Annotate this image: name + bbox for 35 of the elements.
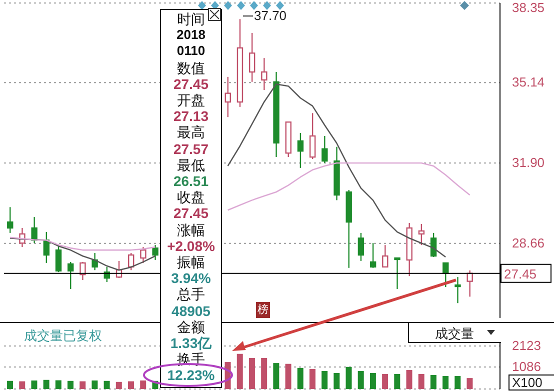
annotation: 涨幅	[176, 222, 206, 238]
annotation: 1.33亿	[169, 335, 213, 351]
y-tick-label: X100	[512, 375, 542, 390]
annotation: 0110	[176, 43, 206, 60]
annotation: 最高	[176, 124, 206, 140]
annotation: 振幅	[176, 254, 206, 270]
y-tick-label: 38.35	[512, 0, 545, 15]
annotation: 27.57	[172, 140, 210, 157]
annotation: 金额	[176, 318, 206, 335]
annotation: 最低	[176, 156, 206, 173]
y-tick-label: 2123	[512, 338, 541, 353]
y-tick-label: 28.66	[512, 235, 545, 250]
annotation: +2.08%	[166, 238, 216, 254]
annotation: 48905	[170, 302, 212, 319]
annotation: 27.13	[172, 108, 210, 124]
annotation: 时间	[176, 11, 206, 27]
annotation: 27.45	[172, 205, 210, 222]
ref-line-label: 27.45	[504, 266, 537, 282]
annotation: 2018	[176, 27, 206, 44]
annotation: 37.70	[254, 8, 287, 23]
dropdown-field: 成交量	[408, 323, 501, 343]
annotation: 3.94%	[170, 270, 212, 286]
y-tick-label: 35.14	[512, 74, 545, 90]
annotation: 27.45	[172, 76, 210, 92]
annotation: 榜	[256, 302, 270, 318]
annotation: 收盘	[176, 189, 206, 206]
annotation: 成交量已复权	[24, 327, 102, 345]
annotation: 12.23%	[166, 367, 216, 384]
y-tick-label: 31.90	[512, 154, 545, 170]
annotation: 成交量	[435, 325, 474, 343]
annotation: 总手	[176, 286, 206, 302]
y-tick-label: 1086	[512, 358, 541, 374]
annotation: 开盘	[176, 92, 206, 108]
annotation: 数值	[176, 60, 206, 76]
annotation: 26.51	[172, 173, 210, 189]
